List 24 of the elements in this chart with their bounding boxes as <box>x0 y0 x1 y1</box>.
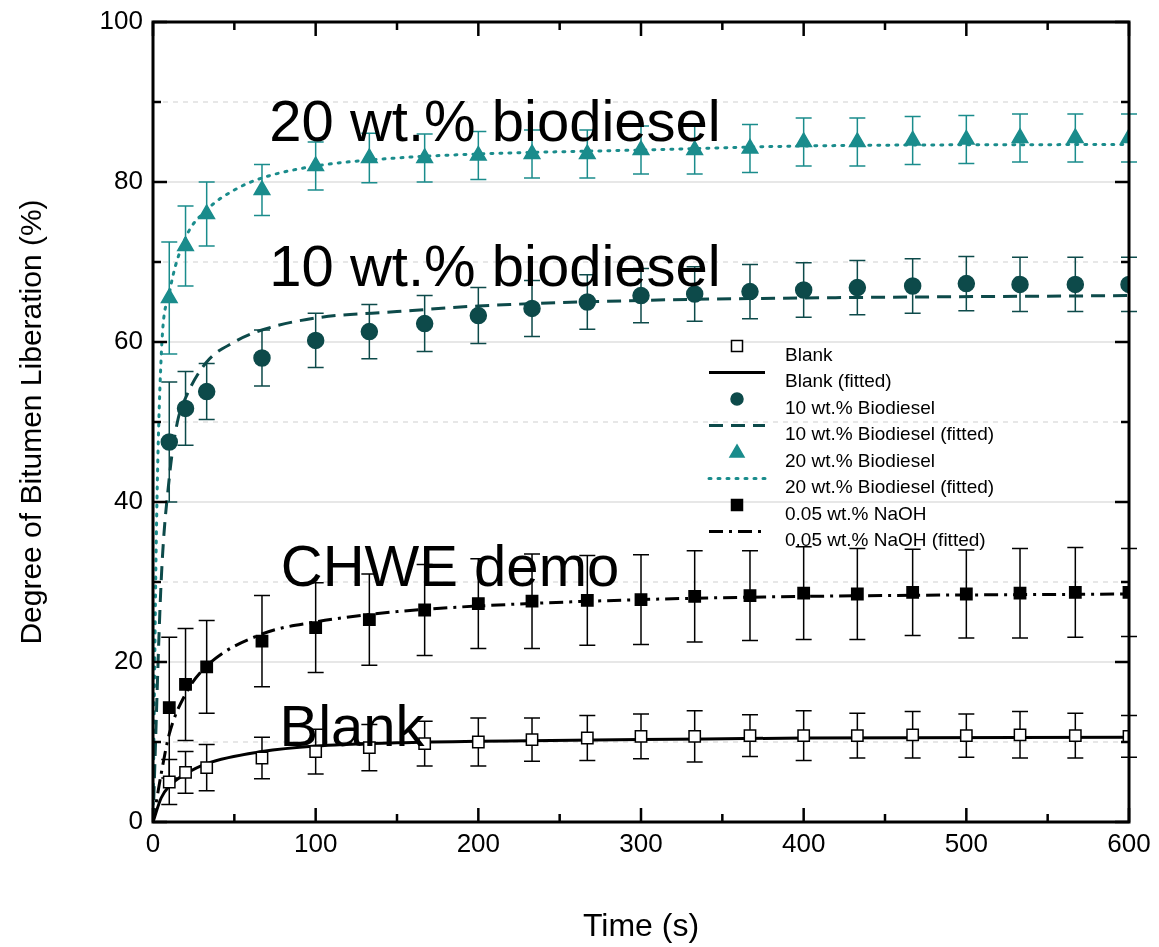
y-tick-label: 40 <box>114 485 143 516</box>
x-tick-label: 300 <box>619 828 663 859</box>
annotation: 10 wt.% biodiesel <box>269 233 721 298</box>
legend-label: Blank <box>785 343 834 365</box>
y-tick-label: 80 <box>114 165 143 196</box>
legend-label: 20 wt.% Biodiesel <box>785 449 935 471</box>
y-tick-label: 20 <box>114 645 143 676</box>
x-tick-label: 600 <box>1107 828 1151 859</box>
legend-label: 10 wt.% Biodiesel <box>785 396 935 418</box>
y-tick-label: 0 <box>128 805 143 836</box>
legend-label: Blank (fitted) <box>785 370 892 392</box>
x-tick-label: 500 <box>944 828 989 859</box>
annotation: 20 wt.% biodiesel <box>269 88 721 153</box>
x-tick-label: 200 <box>456 828 501 859</box>
y-tick-label: 100 <box>99 5 143 36</box>
y-axis-title: Degree of Bitumen Liberation (%) <box>14 199 48 645</box>
y-tick-label: 60 <box>114 325 143 356</box>
legend-label: 20 wt.% Biodiesel (fitted) <box>785 476 995 498</box>
x-tick-label: 400 <box>781 828 826 859</box>
legend-label: 0.05 wt.% NaOH (fitted) <box>785 529 986 551</box>
x-axis-title: Time (s) <box>582 906 700 943</box>
legend-label: 10 wt.% Biodiesel (fitted) <box>785 423 995 445</box>
legend-label: 0.05 wt.% NaOH <box>785 502 927 524</box>
x-tick-label: 100 <box>293 828 338 859</box>
